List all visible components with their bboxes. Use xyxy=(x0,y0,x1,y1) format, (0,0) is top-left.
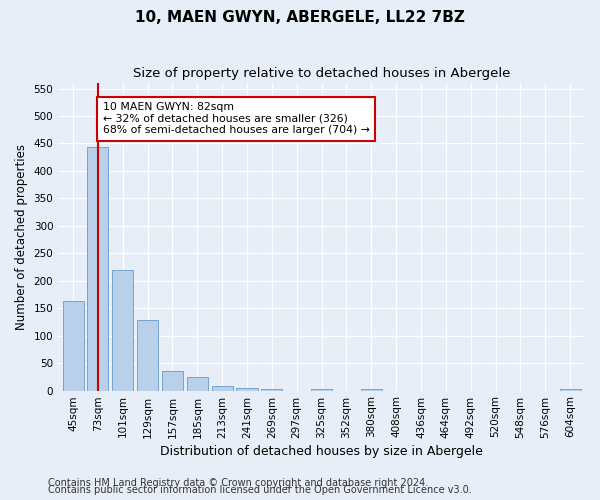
Bar xyxy=(162,371,183,390)
Bar xyxy=(212,386,233,390)
Y-axis label: Number of detached properties: Number of detached properties xyxy=(15,144,28,330)
X-axis label: Distribution of detached houses by size in Abergele: Distribution of detached houses by size … xyxy=(160,444,483,458)
Bar xyxy=(62,301,83,390)
Bar xyxy=(88,148,109,390)
Title: Size of property relative to detached houses in Abergele: Size of property relative to detached ho… xyxy=(133,68,510,80)
Text: 10 MAEN GWYN: 82sqm
← 32% of detached houses are smaller (326)
68% of semi-detac: 10 MAEN GWYN: 82sqm ← 32% of detached ho… xyxy=(103,102,370,136)
Bar xyxy=(311,389,332,390)
Text: Contains public sector information licensed under the Open Government Licence v3: Contains public sector information licen… xyxy=(48,485,472,495)
Text: Contains HM Land Registry data © Crown copyright and database right 2024.: Contains HM Land Registry data © Crown c… xyxy=(48,478,428,488)
Text: 10, MAEN GWYN, ABERGELE, LL22 7BZ: 10, MAEN GWYN, ABERGELE, LL22 7BZ xyxy=(135,10,465,25)
Bar xyxy=(187,378,208,390)
Bar xyxy=(236,388,257,390)
Bar xyxy=(137,320,158,390)
Bar xyxy=(112,270,133,390)
